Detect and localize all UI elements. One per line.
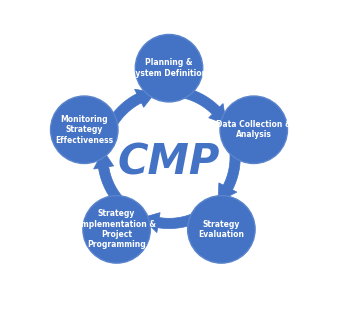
Polygon shape bbox=[218, 150, 240, 202]
Text: Strategy
Evaluation: Strategy Evaluation bbox=[198, 220, 244, 239]
Circle shape bbox=[50, 96, 118, 164]
Text: Strategy
Implementation &
Project
Programming: Strategy Implementation & Project Progra… bbox=[78, 209, 155, 250]
Circle shape bbox=[135, 35, 203, 102]
Circle shape bbox=[188, 196, 255, 263]
Text: Data Collection &
Analysis: Data Collection & Analysis bbox=[216, 120, 292, 140]
Text: Planning &
System Definition: Planning & System Definition bbox=[130, 59, 208, 78]
Text: CMP: CMP bbox=[118, 142, 220, 184]
Polygon shape bbox=[182, 88, 226, 124]
Circle shape bbox=[83, 196, 150, 263]
Circle shape bbox=[220, 96, 288, 164]
Polygon shape bbox=[107, 89, 155, 127]
Polygon shape bbox=[142, 212, 198, 233]
Polygon shape bbox=[94, 150, 124, 205]
Text: Monitoring
Strategy
Effectiveness: Monitoring Strategy Effectiveness bbox=[55, 115, 113, 145]
